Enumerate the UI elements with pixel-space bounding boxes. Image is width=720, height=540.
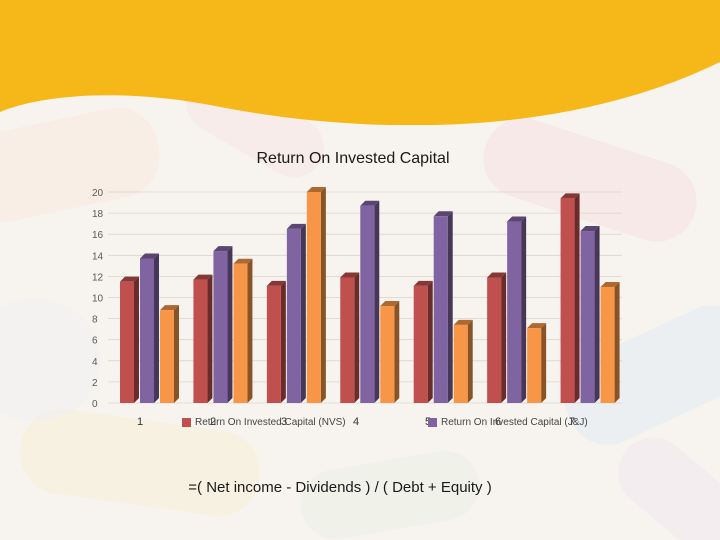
bar-side — [394, 300, 400, 403]
y-tick-label: 0 — [92, 399, 98, 410]
bar — [120, 281, 134, 403]
bar — [380, 305, 395, 403]
bar-top — [340, 272, 360, 278]
bar-side — [614, 281, 620, 403]
y-tick-label: 10 — [92, 294, 104, 305]
bar-side — [594, 226, 600, 403]
bar — [340, 277, 355, 403]
bar — [306, 192, 321, 403]
chart-title: Return On Invested Capital — [256, 150, 450, 167]
x-tick-label: 7 — [569, 416, 575, 428]
legend-label: Return On Invested Capital (NVS) — [195, 417, 346, 428]
bar-top — [140, 253, 159, 259]
bar-side — [541, 323, 547, 403]
bar-side — [354, 272, 360, 403]
bar — [140, 258, 154, 403]
legend-item-nvs: Return On Invested Capital (NVS) — [182, 417, 346, 428]
bar-top — [433, 211, 453, 217]
bar — [193, 279, 208, 403]
bar-top — [306, 187, 326, 192]
bar-top — [560, 193, 580, 199]
bar-top — [413, 280, 433, 286]
bar — [286, 228, 301, 403]
bar — [433, 216, 448, 403]
y-tick-label: 16 — [92, 230, 104, 241]
bar-top — [266, 280, 286, 286]
bar — [507, 221, 522, 403]
x-tick-label: 2 — [210, 416, 216, 428]
bar-side — [207, 274, 213, 403]
bar-side — [174, 305, 179, 403]
bar-side — [467, 319, 473, 403]
bar — [233, 263, 248, 403]
bar — [413, 285, 428, 403]
bar-top — [380, 300, 400, 306]
bar-side — [521, 216, 527, 403]
legend-label: Return On Invested Capital (J&J) — [441, 417, 588, 428]
x-tick-label: 4 — [353, 416, 359, 428]
bar-top — [580, 226, 600, 232]
legend-item-jj: Return On Invested Capital (J&J) — [428, 417, 588, 428]
bar — [360, 205, 375, 403]
header-banner — [0, 0, 720, 125]
bar-top — [120, 276, 139, 282]
bar-side — [247, 258, 253, 403]
bar-top — [213, 246, 233, 252]
bar-side — [374, 200, 380, 403]
bar-side — [134, 276, 139, 403]
bar-top — [453, 319, 473, 325]
x-tick-label: 3 — [281, 416, 287, 428]
legend-swatch — [182, 418, 191, 427]
y-tick-label: 8 — [92, 315, 98, 326]
bar-top — [160, 305, 179, 311]
bar — [266, 285, 281, 403]
bar-side — [280, 280, 286, 403]
bar-side — [427, 280, 433, 403]
bar-side — [154, 253, 159, 403]
x-tick-label: 6 — [495, 416, 501, 428]
y-tick-label: 14 — [92, 251, 104, 262]
bar — [453, 324, 468, 403]
bar-top — [233, 258, 253, 264]
bar-side — [447, 211, 453, 403]
legend-swatch — [428, 418, 437, 427]
bar-side — [574, 193, 580, 403]
bar-top — [286, 223, 306, 229]
bar — [600, 286, 615, 403]
y-tick-label: 18 — [92, 209, 104, 220]
bar — [580, 231, 595, 403]
bar — [160, 310, 174, 403]
bar-top — [507, 216, 527, 222]
bar-side — [320, 187, 326, 403]
y-tick-label: 12 — [92, 272, 104, 283]
bar-side — [227, 246, 233, 403]
bar — [527, 328, 542, 403]
bar — [560, 198, 575, 403]
bar-side — [501, 272, 507, 403]
bar-top — [527, 323, 547, 329]
bar — [213, 251, 228, 403]
y-tick-label: 20 — [92, 188, 104, 199]
y-tick-label: 2 — [92, 378, 98, 389]
y-tick-label: 6 — [92, 336, 98, 347]
bar-top — [193, 274, 213, 280]
bar-top — [487, 272, 507, 278]
bar — [487, 277, 502, 403]
y-tick-label: 4 — [92, 357, 98, 368]
formula-text: =( Net income - Dividends ) / ( Debt + E… — [188, 479, 492, 496]
bar-top — [600, 281, 620, 287]
bar-side — [300, 223, 306, 403]
bar-top — [360, 200, 380, 206]
x-tick-label: 1 — [137, 416, 143, 428]
